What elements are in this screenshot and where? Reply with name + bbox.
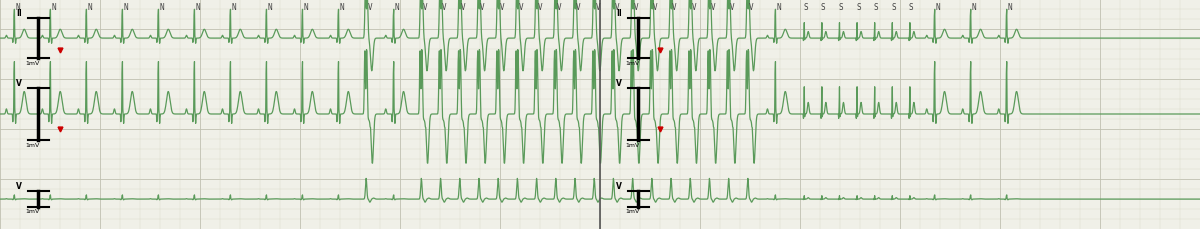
Text: V: V bbox=[557, 3, 562, 12]
Text: N: N bbox=[88, 3, 92, 12]
Text: S: S bbox=[874, 3, 878, 12]
Text: II: II bbox=[616, 9, 622, 18]
Text: N: N bbox=[196, 3, 200, 12]
Text: N: N bbox=[268, 3, 272, 12]
Text: N: N bbox=[304, 3, 308, 12]
Text: V: V bbox=[595, 3, 600, 12]
Text: N: N bbox=[936, 3, 941, 12]
Text: 1mV: 1mV bbox=[625, 208, 640, 213]
Text: N: N bbox=[232, 3, 236, 12]
Text: V: V bbox=[576, 3, 581, 12]
Text: N: N bbox=[52, 3, 56, 12]
Text: V: V bbox=[653, 3, 658, 12]
Text: N: N bbox=[395, 3, 400, 12]
Text: V: V bbox=[691, 3, 696, 12]
Text: V: V bbox=[422, 3, 427, 12]
Text: 1mV: 1mV bbox=[625, 61, 640, 66]
Text: S: S bbox=[892, 3, 896, 12]
Text: V: V bbox=[538, 3, 542, 12]
Text: 1mV: 1mV bbox=[25, 208, 40, 213]
Text: N: N bbox=[16, 3, 20, 12]
Text: V: V bbox=[616, 182, 622, 191]
Text: II: II bbox=[16, 9, 22, 18]
Text: V: V bbox=[672, 3, 677, 12]
Text: N: N bbox=[776, 3, 781, 12]
Text: V: V bbox=[16, 182, 22, 191]
Text: V: V bbox=[634, 3, 638, 12]
Text: S: S bbox=[803, 3, 808, 12]
Text: V: V bbox=[499, 3, 504, 12]
Text: N: N bbox=[972, 3, 977, 12]
Text: S: S bbox=[856, 3, 860, 12]
Text: S: S bbox=[908, 3, 913, 12]
Text: V: V bbox=[614, 3, 619, 12]
Text: S: S bbox=[839, 3, 844, 12]
Text: V: V bbox=[16, 79, 22, 88]
Text: V: V bbox=[442, 3, 446, 12]
Text: S: S bbox=[821, 3, 826, 12]
Text: 1mV: 1mV bbox=[25, 143, 40, 148]
Text: V: V bbox=[710, 3, 715, 12]
Text: V: V bbox=[367, 3, 372, 12]
Text: N: N bbox=[1008, 3, 1013, 12]
Text: N: N bbox=[124, 3, 128, 12]
Text: 1mV: 1mV bbox=[625, 143, 640, 148]
Text: V: V bbox=[461, 3, 466, 12]
Text: V: V bbox=[518, 3, 523, 12]
Text: V: V bbox=[480, 3, 485, 12]
Text: 1mV: 1mV bbox=[25, 61, 40, 66]
Text: V: V bbox=[616, 79, 622, 88]
Text: V: V bbox=[749, 3, 754, 12]
Text: N: N bbox=[160, 3, 164, 12]
Text: N: N bbox=[340, 3, 344, 12]
Text: V: V bbox=[730, 3, 734, 12]
